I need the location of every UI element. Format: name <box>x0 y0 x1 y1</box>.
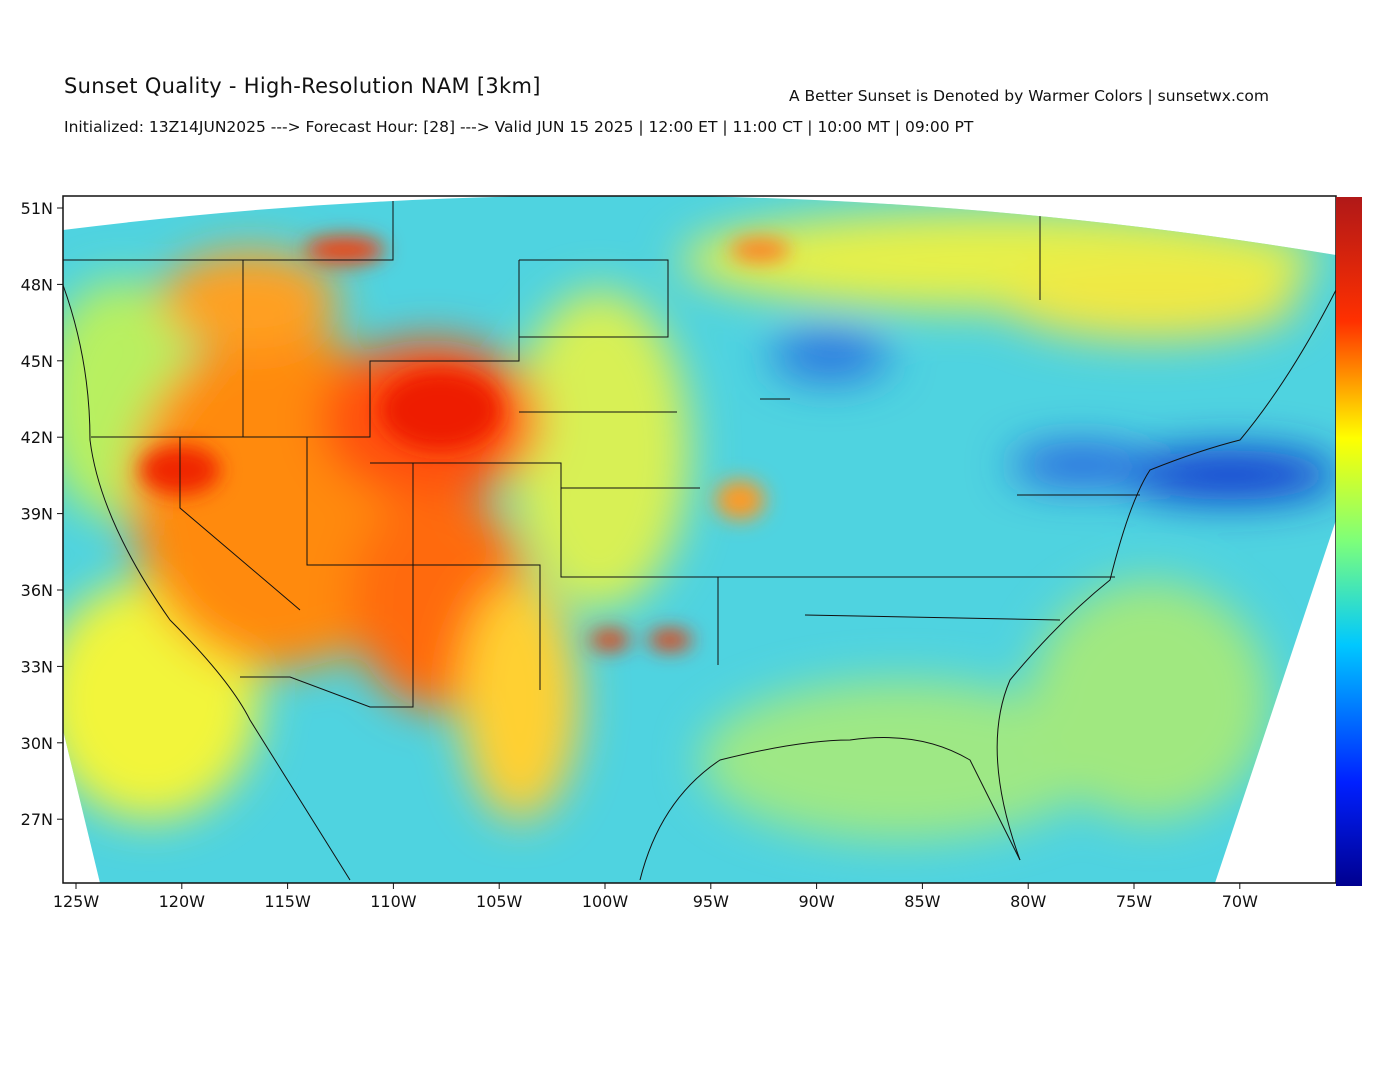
sunset-field <box>63 196 1336 883</box>
lat-label: 36N <box>21 581 53 600</box>
lon-label: 95W <box>693 892 729 911</box>
lon-label: 115W <box>264 892 311 911</box>
lon-label: 110W <box>370 892 417 911</box>
lat-label: 48N <box>21 275 53 294</box>
lon-label: 70W <box>1222 892 1258 911</box>
lon-label: 120W <box>159 892 206 911</box>
lat-label: 39N <box>21 505 53 524</box>
lat-label: 27N <box>21 810 53 829</box>
tagline: A Better Sunset is Denoted by Warmer Col… <box>789 87 1269 105</box>
init-line: Initialized: 13Z14JUN2025 ---> Forecast … <box>64 118 974 136</box>
lat-label: 51N <box>21 199 53 218</box>
lon-label: 80W <box>1010 892 1046 911</box>
lat-label: 45N <box>21 352 53 371</box>
lon-label: 100W <box>582 892 629 911</box>
lon-label: 75W <box>1116 892 1152 911</box>
lon-label: 125W <box>53 892 100 911</box>
lon-label: 90W <box>799 892 835 911</box>
lat-label: 30N <box>21 734 53 753</box>
colorbar <box>1336 197 1362 886</box>
lon-label: 105W <box>476 892 523 911</box>
title: Sunset Quality - High-Resolution NAM [3k… <box>64 74 541 98</box>
lat-label: 42N <box>21 428 53 447</box>
lat-label: 33N <box>21 657 53 676</box>
lon-label: 85W <box>904 892 940 911</box>
